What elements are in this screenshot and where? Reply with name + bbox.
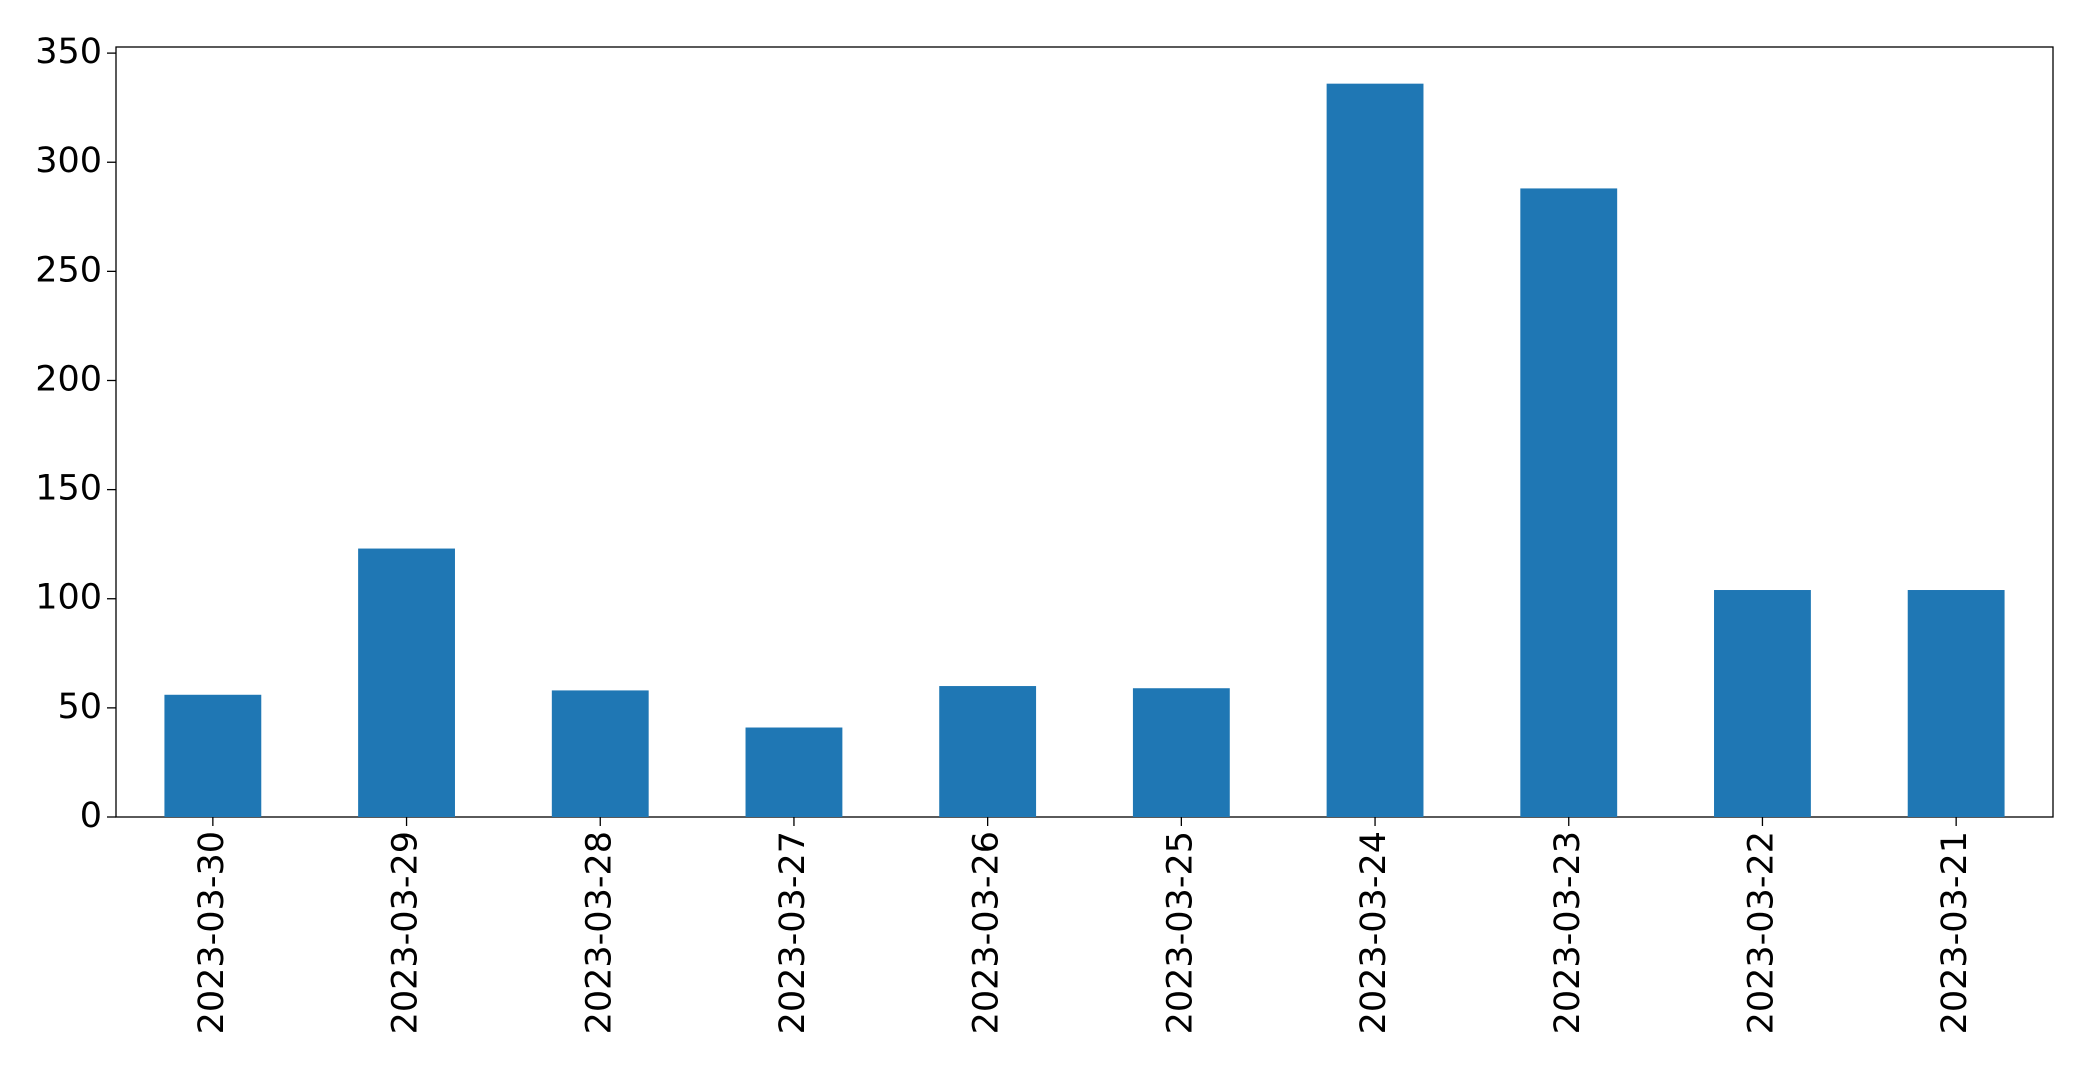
x-tick-label: 2023-03-21 (1935, 831, 1975, 1034)
bar (551, 690, 649, 817)
bar (939, 686, 1037, 817)
bar (358, 548, 455, 817)
x-tick-label: 2023-03-24 (1354, 831, 1394, 1034)
y-tick-label: 100 (35, 578, 102, 618)
bar (745, 727, 843, 817)
y-tick-label: 300 (35, 141, 102, 181)
y-tick-label: 350 (35, 32, 102, 72)
y-tick-label: 150 (35, 469, 102, 509)
x-tick-label: 2023-03-29 (386, 831, 426, 1034)
y-tick-label: 0 (80, 796, 102, 836)
y-tick-label: 200 (35, 359, 102, 399)
bar (1520, 188, 1618, 817)
y-tick-label: 250 (35, 250, 102, 290)
x-tick-label: 2023-03-26 (967, 831, 1007, 1034)
bar (1907, 590, 2005, 817)
bar (1326, 83, 1424, 817)
x-tick-label: 2023-03-27 (773, 831, 813, 1034)
x-tick-label: 2023-03-30 (192, 831, 232, 1034)
y-tick-label: 50 (57, 687, 102, 727)
bar (164, 694, 262, 817)
x-tick-label: 2023-03-25 (1160, 831, 1200, 1034)
bar (1132, 688, 1230, 817)
x-tick-label: 2023-03-22 (1741, 831, 1781, 1034)
bar (1714, 590, 1811, 817)
x-tick-label: 2023-03-28 (579, 831, 619, 1034)
x-tick-label: 2023-03-23 (1548, 831, 1588, 1034)
plot-frame (115, 46, 2054, 818)
